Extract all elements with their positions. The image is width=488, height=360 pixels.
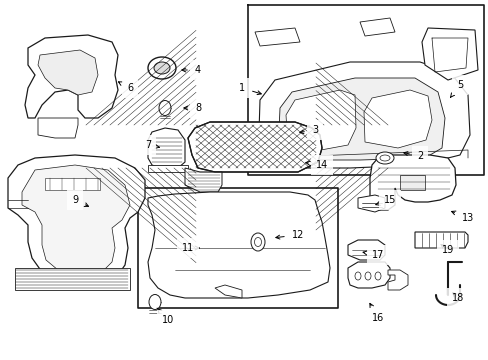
Polygon shape	[399, 175, 424, 190]
Text: 9: 9	[72, 195, 88, 206]
Text: 4: 4	[182, 65, 201, 75]
Polygon shape	[187, 122, 321, 172]
Polygon shape	[414, 232, 467, 248]
Polygon shape	[25, 35, 118, 118]
Polygon shape	[359, 18, 394, 36]
Polygon shape	[278, 126, 307, 140]
Polygon shape	[8, 155, 145, 285]
Polygon shape	[148, 165, 187, 172]
Polygon shape	[387, 270, 407, 290]
Ellipse shape	[154, 62, 170, 74]
Text: 16: 16	[369, 303, 384, 323]
Polygon shape	[254, 28, 299, 46]
Polygon shape	[215, 285, 242, 298]
Polygon shape	[45, 178, 100, 190]
Polygon shape	[22, 165, 130, 275]
Ellipse shape	[149, 294, 161, 310]
Text: 2: 2	[403, 151, 422, 161]
Text: 12: 12	[275, 230, 304, 240]
Polygon shape	[285, 90, 355, 152]
Ellipse shape	[159, 100, 171, 116]
Ellipse shape	[374, 272, 380, 280]
Polygon shape	[258, 62, 469, 168]
Text: 3: 3	[299, 125, 317, 135]
Polygon shape	[369, 155, 455, 210]
Polygon shape	[347, 240, 384, 260]
Polygon shape	[148, 128, 184, 170]
Ellipse shape	[250, 233, 264, 251]
Ellipse shape	[354, 272, 360, 280]
Text: 7: 7	[144, 140, 159, 150]
Polygon shape	[148, 192, 329, 298]
Polygon shape	[357, 195, 384, 212]
Text: 6: 6	[118, 82, 133, 93]
Text: 18: 18	[451, 293, 463, 303]
Ellipse shape	[364, 272, 370, 280]
Text: 11: 11	[182, 243, 199, 253]
Polygon shape	[347, 262, 389, 288]
Ellipse shape	[148, 57, 176, 79]
Polygon shape	[184, 168, 222, 192]
Text: 1: 1	[239, 83, 261, 95]
Polygon shape	[38, 118, 78, 138]
Ellipse shape	[379, 155, 389, 161]
Polygon shape	[15, 268, 130, 290]
Ellipse shape	[254, 238, 261, 247]
Text: 19: 19	[440, 244, 453, 255]
Polygon shape	[421, 28, 477, 80]
Text: 10: 10	[157, 308, 174, 325]
Text: 15: 15	[375, 195, 395, 205]
Text: 5: 5	[449, 80, 462, 97]
Polygon shape	[363, 90, 431, 148]
Text: 17: 17	[362, 250, 384, 260]
Polygon shape	[278, 78, 444, 160]
Text: 8: 8	[183, 103, 201, 113]
Polygon shape	[38, 50, 98, 95]
Ellipse shape	[375, 152, 393, 164]
Text: 13: 13	[450, 211, 473, 223]
Text: 14: 14	[305, 160, 327, 170]
